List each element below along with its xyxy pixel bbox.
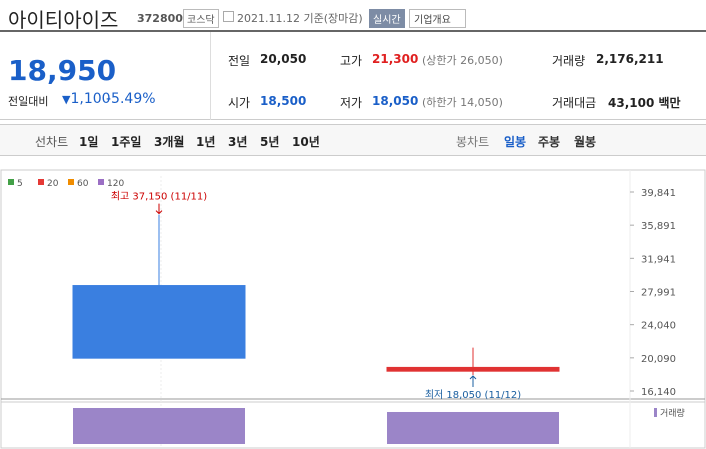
tab-label: 봉차트 <box>456 135 490 149</box>
legend-label: 5 <box>17 179 23 189</box>
company-button[interactable]: 기업개요 <box>409 9 466 28</box>
stat-note: (상한가 26,050) <box>422 54 503 67</box>
stat-label: 거래량 <box>552 54 586 68</box>
stat-value: 20,050 <box>260 52 307 66</box>
tab[interactable]: 10년 <box>292 135 320 149</box>
volume-bar <box>387 411 559 444</box>
tab[interactable]: 1주일 <box>111 135 142 149</box>
tab[interactable]: 1일 <box>79 135 99 149</box>
stock-code: 372800 <box>137 12 183 25</box>
stat-value: 2,176,211 <box>596 52 664 66</box>
annotation: 최저 18,050 (11/12) <box>425 389 521 401</box>
realtime-badge[interactable]: 실시간 <box>369 9 405 28</box>
summary-box <box>0 30 706 120</box>
tab[interactable]: 주봉 <box>538 135 561 149</box>
price: 18,950 <box>8 54 117 87</box>
change-rate: -5.49% <box>106 91 156 107</box>
market-badge: 코스닥 <box>183 9 219 28</box>
stat-label: 저가 <box>340 96 363 110</box>
tab[interactable]: 3년 <box>228 135 248 149</box>
tab[interactable]: 1년 <box>196 135 216 149</box>
volume-bar <box>73 408 245 444</box>
y-tick-label: 24,040 <box>641 321 676 332</box>
down-arrow: ▼ <box>62 93 71 106</box>
candle-body <box>72 285 246 359</box>
y-tick-label: 39,841 <box>641 188 676 199</box>
stock-name: 아이티아이즈 <box>8 8 119 32</box>
volume-swatch <box>654 408 657 417</box>
legend-swatch <box>98 179 104 185</box>
change-label: 전일대비 <box>8 95 49 108</box>
stat-note: (하한가 14,050) <box>422 96 503 109</box>
y-tick-label: 16,140 <box>641 387 676 398</box>
date: 2021.11.12 기준(장마감) <box>237 12 363 25</box>
annotation: 최고 37,150 (11/11) <box>111 191 207 203</box>
calendar-icon <box>223 11 234 22</box>
legend-swatch <box>38 179 44 185</box>
legend-label: 120 <box>107 179 124 189</box>
y-tick-label: 31,941 <box>641 254 676 265</box>
tab[interactable]: 3개월 <box>154 135 185 149</box>
annotation-arrow <box>469 375 477 387</box>
candle-body <box>386 366 560 372</box>
stat-value: 18,050 <box>372 94 419 108</box>
legend-label: 20 <box>47 179 59 189</box>
stat-label: 거래대금 <box>552 96 597 110</box>
change: ▼1,100 <box>62 91 111 107</box>
tab[interactable]: 일봉 <box>504 135 527 149</box>
stat-value: 21,300 <box>372 52 419 66</box>
stat-value: 18,500 <box>260 94 307 108</box>
legend-swatch <box>68 179 74 185</box>
annotation-arrow <box>155 203 163 215</box>
stat-value: 43,100 백만 <box>608 96 681 110</box>
tab[interactable]: 월봉 <box>574 135 597 149</box>
tab[interactable]: 5년 <box>260 135 280 149</box>
stat-label: 전일 <box>228 54 251 68</box>
change-value: 1,100 <box>70 91 111 107</box>
tab-label: 선차트 <box>35 135 69 149</box>
legend-swatch <box>8 179 14 185</box>
tab-bar <box>0 124 706 156</box>
y-tick-label: 20,090 <box>641 354 676 365</box>
divider <box>210 32 211 120</box>
volume-label: 거래량 <box>660 407 685 419</box>
stat-label: 고가 <box>340 54 363 68</box>
y-tick-label: 35,891 <box>641 221 676 232</box>
chart-frame <box>0 169 706 449</box>
legend-label: 60 <box>77 179 89 189</box>
stat-label: 시가 <box>228 96 251 110</box>
y-tick-label: 27,991 <box>641 287 676 298</box>
